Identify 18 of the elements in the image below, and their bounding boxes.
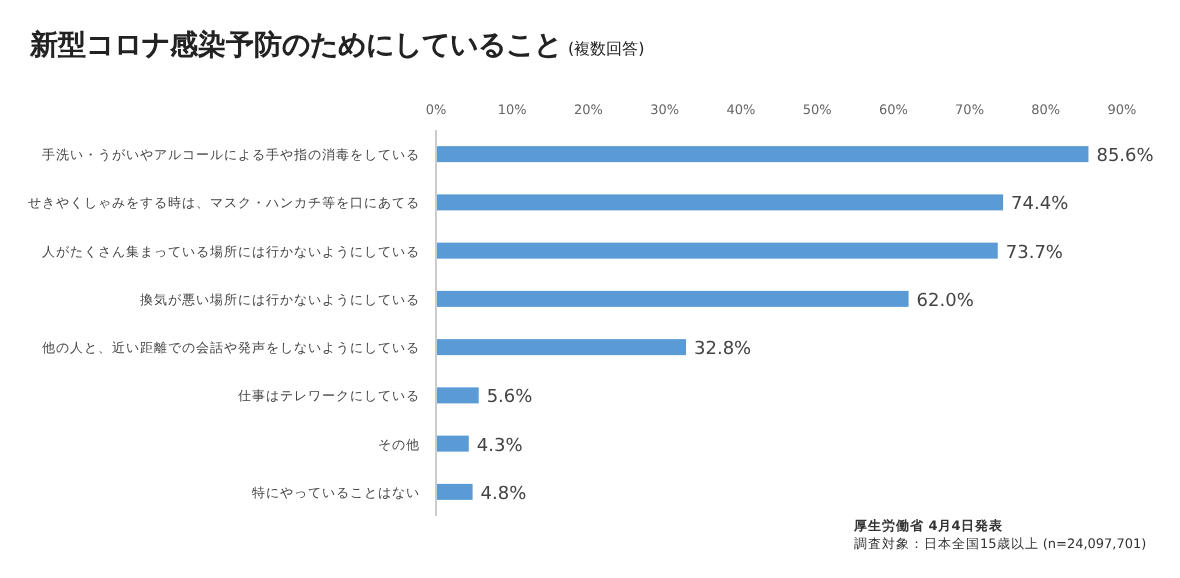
data-label: 62.0% <box>916 291 975 312</box>
data-label: 73.7% <box>1005 243 1064 264</box>
bar <box>436 387 479 404</box>
bar <box>436 290 909 307</box>
chart-title: 新型コロナ感染予防のためにしていること <box>28 28 562 62</box>
chart-subtitle: (複数回答) <box>568 40 645 58</box>
bar <box>436 483 473 500</box>
bar <box>436 146 1089 163</box>
data-label: 74.4% <box>1011 195 1070 216</box>
bar <box>436 194 1004 211</box>
data-label: 32.8% <box>694 340 753 361</box>
bar <box>436 339 687 356</box>
data-label: 85.6% <box>1096 147 1155 168</box>
data-label: 4.8% <box>480 484 528 505</box>
bar <box>436 242 998 259</box>
bar <box>436 435 469 452</box>
data-label: 5.6% <box>486 388 534 409</box>
data-label: 4.3% <box>476 436 524 457</box>
